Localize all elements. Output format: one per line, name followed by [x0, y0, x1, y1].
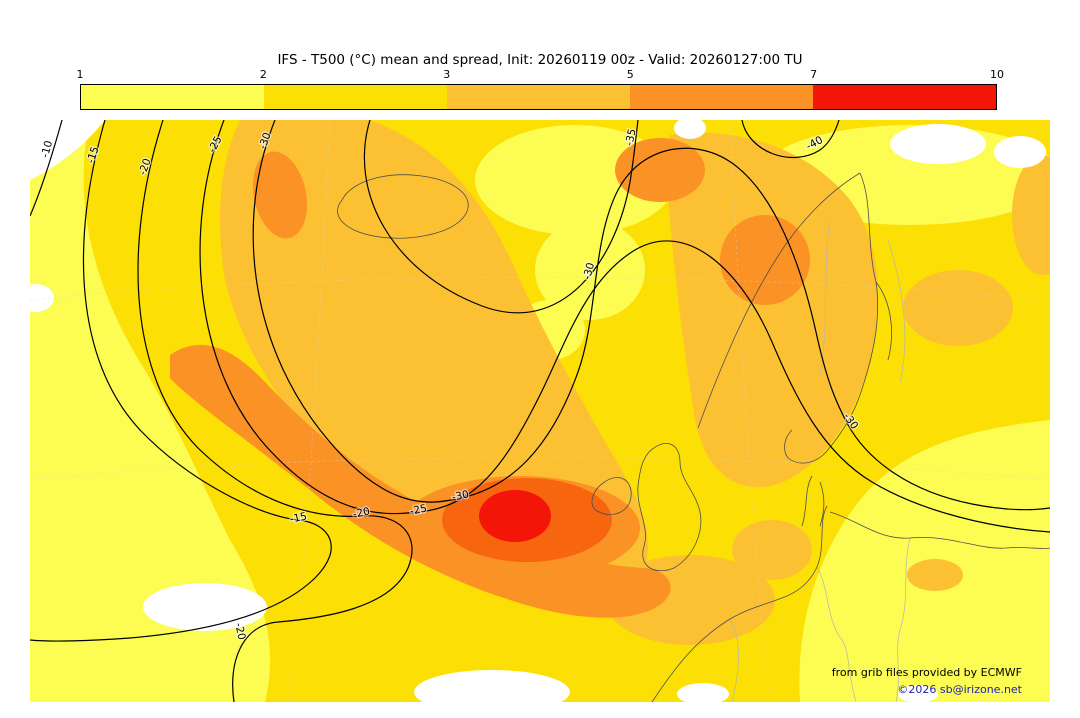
spread-region-lt1 [30, 284, 54, 312]
colorbar-tick-label: 2 [259, 68, 267, 81]
weather-map: -10 -15 -20 -25 -30 -35 -40 -30 -30 -30 … [30, 120, 1050, 702]
coastline-iceland [337, 174, 469, 239]
colorbar-tick-label: 10 [990, 68, 1004, 81]
contour-line-minus15 [30, 120, 332, 642]
contour-line-minus40 [741, 120, 840, 159]
graticule-line [30, 277, 1050, 301]
colorbar-tick-label: 5 [626, 68, 634, 81]
contour-label: -20 [232, 622, 247, 641]
coastline-bothnia [875, 281, 892, 361]
contour-label: -10 [39, 139, 55, 159]
coastline-denmark [801, 475, 825, 527]
coastline-great-britain [637, 442, 702, 572]
spread-region-lt1 [890, 124, 986, 164]
colorbar-segment [630, 85, 813, 109]
contour-label: -30 [451, 488, 470, 503]
credit-copyright: ©2026 sb@irizone.net [897, 683, 1022, 696]
colorbar-tick-label: 7 [810, 68, 818, 81]
contour-line-minus35 [363, 120, 639, 314]
colorbar-segment [447, 85, 630, 109]
spread-region-lt1 [994, 136, 1046, 168]
colorbar [80, 84, 997, 110]
coastline-kattegat [784, 429, 793, 459]
spread-region-5-7 [252, 151, 308, 239]
graticule-line [289, 120, 331, 702]
spread-region-lt1 [674, 120, 706, 139]
coastline-norway [697, 172, 861, 429]
spread-region-7-10 [479, 490, 551, 542]
country-border [729, 619, 739, 702]
contour-line-minus30 [252, 120, 1050, 511]
country-border [887, 239, 906, 383]
colorbar-tick-label: 1 [76, 68, 84, 81]
colorbar-ticks: 1 2 3 5 7 10 [76, 68, 1005, 82]
map-title: IFS - T500 (°C) mean and spread, Init: 2… [277, 52, 803, 68]
colorbar-segment [264, 85, 447, 109]
contour-label: -30 [581, 261, 597, 281]
spread-region-lt1 [898, 685, 938, 702]
contour-line-minus25 [199, 120, 1050, 533]
contour-label-layer: -10 -15 -20 -25 -30 -35 -40 -30 -30 -30 … [38, 126, 862, 642]
graticule-layer [30, 120, 1050, 702]
contour-label: -25 [409, 502, 428, 517]
spread-region-5-7 [170, 344, 671, 618]
contour-label: -20 [352, 505, 371, 520]
fill-layer [30, 120, 1050, 702]
spread-region-lt1 [143, 583, 267, 631]
coastline-mainland [651, 505, 828, 702]
spread-region-lt1 [414, 670, 570, 702]
coastline-ireland [591, 477, 632, 515]
colorbar-segment [813, 85, 996, 109]
spread-region-3-5 [907, 559, 963, 591]
spread-region-lt1 [677, 683, 729, 702]
spread-region-5-7 [720, 215, 810, 305]
border-layer [729, 219, 911, 702]
spread-region-3-5 [903, 270, 1013, 346]
spread-region-3-5 [732, 520, 812, 580]
spread-region-1-2 [30, 120, 271, 702]
contour-label: -15 [85, 145, 102, 165]
graticule-line [729, 120, 771, 702]
credit-source: from grib files provided by ECMWF [831, 666, 1022, 679]
spread-region-1-2 [535, 220, 645, 320]
spread-region-5-7 [615, 138, 705, 202]
contour-line-minus10 [30, 120, 63, 217]
colorbar-segment [81, 85, 264, 109]
coastline-sweden-baltic [787, 172, 879, 464]
country-border [819, 219, 831, 376]
graticule-line [30, 457, 1050, 481]
spread-region-3-5 [667, 132, 879, 488]
country-border [816, 566, 857, 702]
contour-label: -15 [289, 510, 308, 525]
contour-line-minus20 [137, 120, 413, 702]
coastline-baltic-south [829, 511, 1050, 549]
country-border [895, 537, 911, 702]
contour-label: -35 [623, 128, 638, 147]
contour-layer [30, 120, 1050, 702]
coastline-layer [337, 172, 1050, 702]
spread-region-3-5 [1012, 155, 1050, 275]
colorbar-tick-label: 3 [443, 68, 451, 81]
